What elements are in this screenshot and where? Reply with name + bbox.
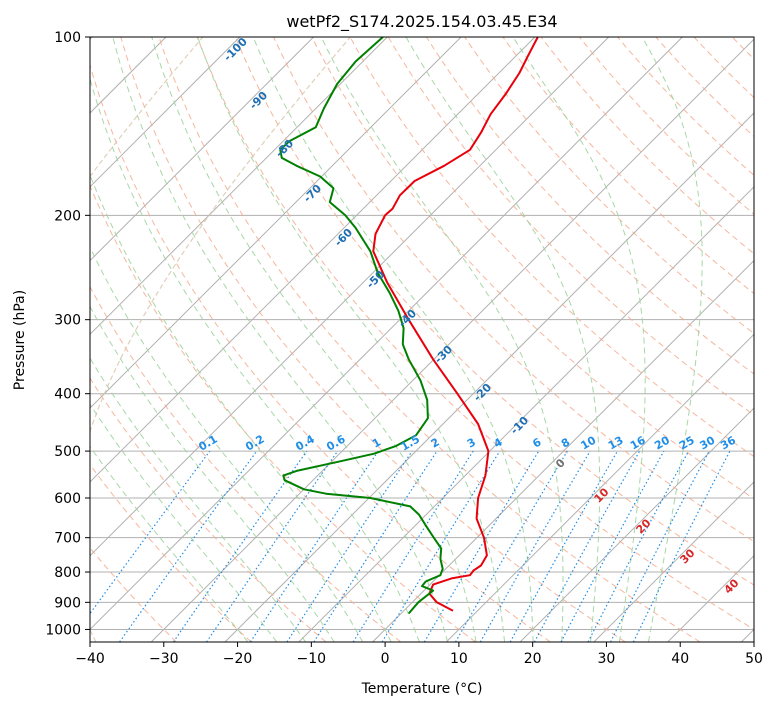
isotherm-line (372, 259, 754, 642)
y-tick-label: 600 (54, 491, 81, 507)
isotherm-line (150, 38, 754, 642)
dry-adiabat-line (234, 37, 754, 586)
isotherm-line (90, 37, 241, 188)
x-tick-label: 30 (598, 651, 616, 667)
x-tick-label: −40 (75, 651, 105, 667)
dry-adiabat-line (311, 37, 754, 500)
moist-adiabat-line (90, 246, 364, 642)
y-tick-label: 500 (54, 444, 81, 460)
mixing-ratio-line (90, 450, 211, 615)
dry-adiabat-line (158, 37, 701, 642)
mixing-ratio-line (206, 450, 339, 642)
isotherm-line (90, 37, 683, 631)
profile-lines (279, 37, 539, 615)
mixing-ratio-line (172, 450, 308, 642)
x-axis-label: Temperature (°C) (361, 681, 483, 697)
mixing-ratio-line (632, 450, 731, 642)
x-tick-label: −20 (223, 651, 253, 667)
moist-adiabat-line (90, 357, 306, 642)
y-tick-label: 1000 (45, 622, 81, 638)
y-tick-label: 400 (54, 387, 81, 403)
mixing-ratio-line (286, 450, 413, 642)
mixing-ratio-line (313, 450, 438, 642)
y-tick-label: 700 (54, 531, 81, 547)
y-tick-label: 800 (54, 565, 81, 581)
mixing-ratio-line (249, 450, 379, 642)
dry-adiabat-line (90, 63, 551, 642)
y-axis-label: Pressure (hPa) (12, 290, 28, 390)
moist-adiabat-line (90, 445, 249, 642)
mixing-ratio-line (560, 450, 665, 642)
isotherm-line (90, 37, 610, 557)
dry-adiabat-line (90, 463, 252, 642)
y-tick-label: 300 (54, 313, 81, 329)
x-tick-label: −30 (149, 651, 179, 667)
dry-adiabat-line (120, 37, 626, 642)
x-tick-label: 50 (745, 651, 763, 667)
moist-adiabat-line (641, 37, 703, 642)
moist-adiabat-line (405, 37, 601, 642)
reference-curve (90, 37, 351, 642)
x-tick-label: 20 (524, 651, 542, 667)
x-tick-label: 10 (450, 651, 468, 667)
x-axis-ticks: −40 −30 −20 −10 0 10 20 30 40 50 (75, 642, 763, 667)
isotherm-line (90, 37, 536, 483)
y-axis-ticks: 1000 900 800 700 600 500 400 300 200 100 (45, 30, 90, 638)
moist-adiabat-line (90, 173, 392, 642)
dry-adiabat-line (426, 37, 754, 375)
y-tick-label: 200 (54, 208, 81, 224)
mixing-ratio-line (381, 450, 501, 642)
dry-adiabat-line (464, 37, 754, 335)
mixing-ratio-line (509, 450, 619, 642)
temperature-profile-line (372, 37, 539, 612)
dry-adiabat-line (90, 377, 327, 642)
x-tick-label: 40 (671, 651, 689, 667)
isotherm-line (445, 333, 754, 642)
dry-adiabat-line (502, 37, 754, 295)
isotherm-line (519, 407, 754, 642)
isotherm-line (90, 37, 462, 409)
moist-adiabat-line (151, 37, 477, 642)
moist-adiabat-line (320, 37, 564, 642)
moist-adiabat-line (197, 37, 506, 642)
moist-adiabat-line (90, 403, 278, 642)
mixing-ratio-line (119, 450, 258, 642)
mixing-ratio-line (533, 450, 641, 642)
isotherm-line (593, 481, 754, 642)
y-tick-label: 900 (54, 595, 81, 611)
y-tick-label: 100 (54, 30, 81, 46)
plot-frame (89, 36, 755, 643)
isotherm-line (90, 37, 314, 262)
x-tick-label: 0 (381, 651, 390, 667)
dry-adiabat-line (196, 37, 754, 630)
isotherm-line (224, 112, 754, 642)
moist-adiabat-line (90, 305, 335, 642)
dry-adiabat-line (273, 37, 754, 543)
moist-adiabat-line (252, 37, 534, 642)
isotherm-line (90, 37, 388, 336)
moist-adiabat-line (512, 37, 646, 642)
background-lines (90, 37, 754, 642)
chart-title: wetPf2_S174.2025.154.03.45.E34 (286, 12, 557, 32)
dewpoint-profile-line (279, 37, 444, 615)
moist-adiabat-line (90, 77, 420, 642)
x-tick-label: −10 (297, 651, 327, 667)
